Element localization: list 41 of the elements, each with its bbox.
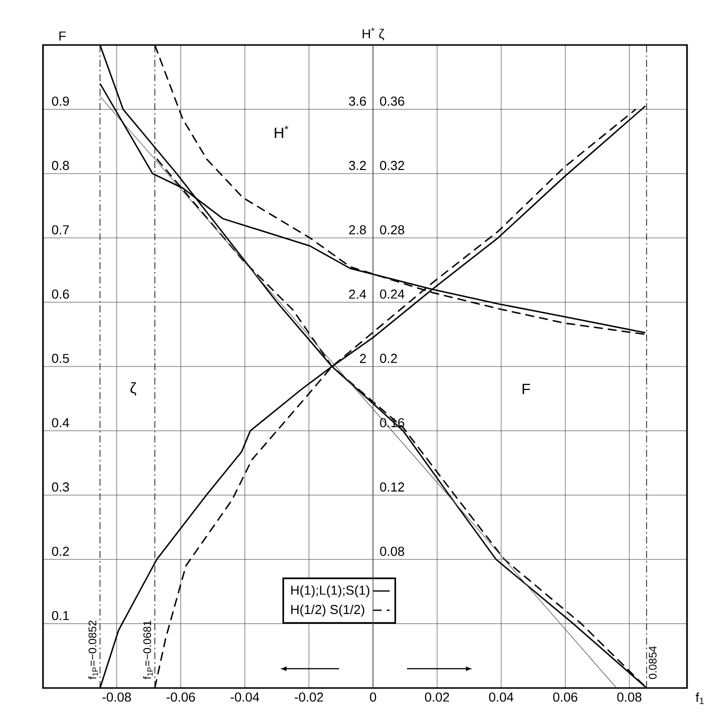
y-axis-title: F <box>59 32 66 40</box>
x-tick-label: -0.06 <box>166 692 195 702</box>
legend-label: H(1);L(1);S(1) <box>291 585 370 598</box>
y2-tick-label: 2.8 <box>349 225 366 234</box>
y-tick-label: 0.7 <box>52 225 69 234</box>
ref-line-label: f$_{1P}$=−0.0852 <box>88 620 98 680</box>
x-tick-label: 0.04 <box>489 692 514 702</box>
y-tick-label: 0.2 <box>52 546 69 556</box>
x-tick-label: 0.06 <box>553 692 578 702</box>
x-tick-label: -0.04 <box>230 692 260 702</box>
x-tick-label: 0.08 <box>617 692 642 702</box>
y-tick-label: 0.3 <box>52 482 69 492</box>
y2-tick-label: 2 <box>360 354 366 363</box>
y3-tick-label: 0.36 <box>380 96 404 106</box>
y3-tick-label: 0.28 <box>380 225 404 234</box>
y2-axis-title: H$^{*}$ ζ <box>362 28 384 40</box>
y3-tick-label: 0.2 <box>380 354 397 363</box>
y-tick-label: 0.4 <box>52 418 70 428</box>
x-tick-label: 0.02 <box>424 692 450 702</box>
y-tick-label: 0.6 <box>52 290 69 299</box>
y3-tick-label: 0.08 <box>380 546 404 556</box>
y-tick-label: 0.1 <box>52 611 69 620</box>
ref-line-label: f$_{1P}$=−0.0681 <box>143 620 153 680</box>
y2-tick-label: 2.4 <box>349 290 366 299</box>
annotation: ζ <box>130 382 136 396</box>
y-tick-label: 0.9 <box>52 96 69 106</box>
x-tick-label: 0 <box>370 692 376 702</box>
x-axis-title: f$_{1}$ <box>696 692 704 704</box>
y-tick-label: 0.5 <box>52 354 69 363</box>
x-tick-label: -0.08 <box>102 692 131 702</box>
y2-tick-label: 3.6 <box>348 96 366 106</box>
y3-tick-label: 0.24 <box>380 290 404 299</box>
y3-tick-label: 0.32 <box>380 160 404 170</box>
ref-line-label: 0.0854 <box>648 646 657 679</box>
annotation: H$^{*}$ <box>274 126 288 138</box>
x-tick-label: -0.02 <box>294 692 324 702</box>
y2-tick-label: 3.2 <box>348 160 366 170</box>
y3-tick-label: 0.12 <box>380 482 404 492</box>
annotation: F <box>522 384 530 394</box>
legend-label: H(1/2) S(1/2) <box>291 604 364 617</box>
y-tick-label: 0.8 <box>52 160 69 170</box>
